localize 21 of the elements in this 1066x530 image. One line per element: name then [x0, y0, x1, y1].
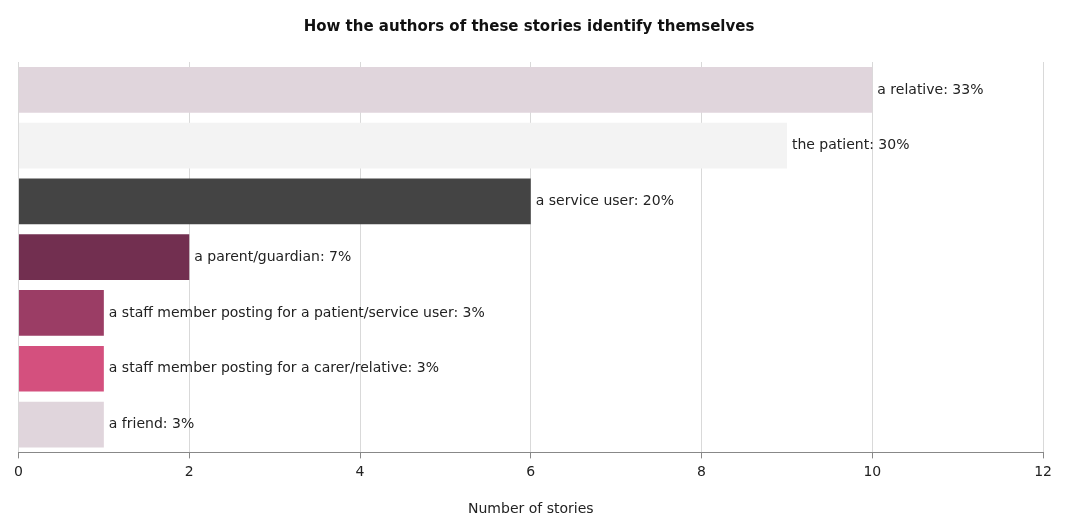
x-tick-label: 0: [13, 463, 23, 480]
y-tick-label: a relative: 33%: [877, 80, 984, 97]
x-tick-label: 6: [526, 463, 536, 480]
x-tick-label: 10: [863, 463, 882, 480]
y-tick-label: the patient: 30%: [791, 136, 910, 153]
bar: [18, 234, 190, 281]
x-tick-label: 4: [355, 463, 365, 480]
x-tick-label: 8: [697, 463, 707, 480]
x-axis-title: Number of stories: [468, 500, 594, 517]
y-tick-label: a parent/guardian: 7%: [194, 247, 352, 264]
x-tick-label: 2: [184, 463, 194, 480]
chart-title: How the authors of these stories identify themselves: [303, 16, 755, 35]
bar: [18, 345, 104, 392]
bar: [18, 122, 787, 169]
bar: [18, 178, 531, 225]
y-tick-label: a service user: 20%: [535, 192, 674, 209]
y-tick-label: a staff member posting for a carer/relative: 3%: [108, 359, 439, 376]
y-tick-label: a friend: 3%: [108, 415, 195, 432]
x-tick-label: 12: [1034, 463, 1053, 480]
y-tick-label: a staff member posting for a patient/service user: 3%: [108, 303, 485, 320]
bar: [18, 290, 104, 336]
